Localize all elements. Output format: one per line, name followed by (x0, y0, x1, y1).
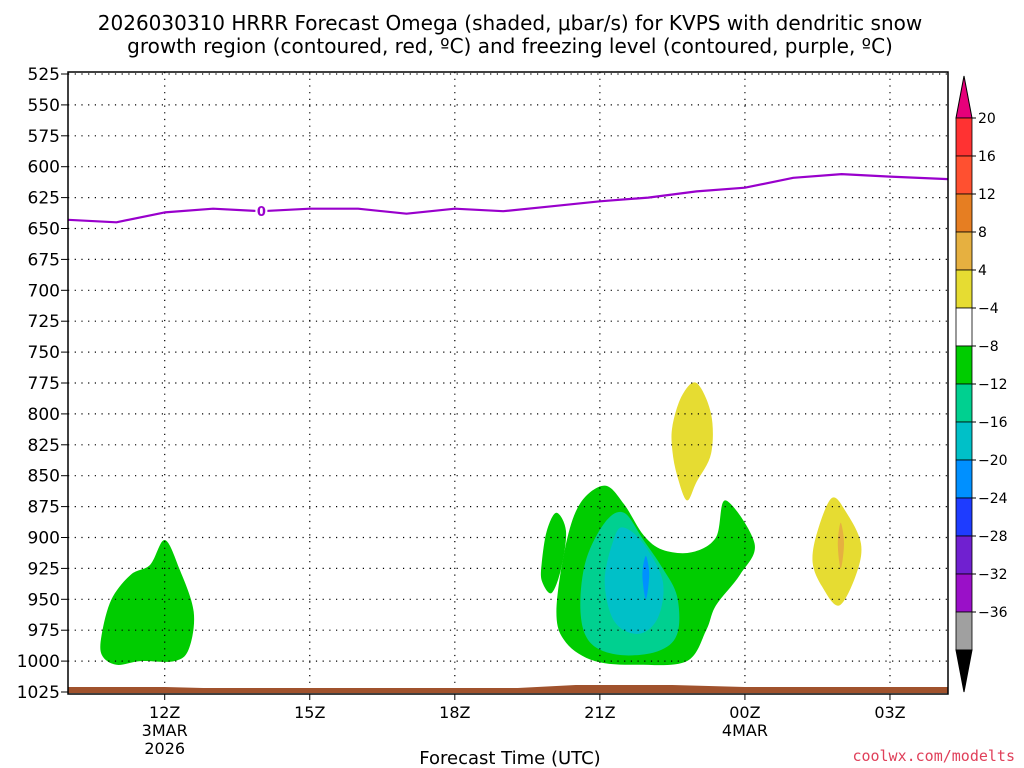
x-tick-label-15Z: 15Z (294, 703, 325, 722)
colorbar-label-11: −28 (978, 529, 1008, 545)
ground-terrain (68, 685, 948, 693)
gridlines (68, 72, 948, 694)
colorbar-label-4: 4 (978, 263, 987, 279)
colorbar-label-10: −24 (978, 491, 1008, 507)
colorbar-label-1: 16 (978, 149, 996, 165)
colorbar-bottom-arrow (955, 649, 973, 693)
omega-region-descent-late-core (837, 522, 844, 569)
y-tick-label-825: 825 (28, 436, 60, 456)
freezing-level-label-bg (255, 202, 268, 221)
omega-region-evening-updraft-core (604, 527, 664, 634)
x-tick-label-12Z: 12Z (149, 703, 180, 722)
colorbar: 20 16 12 8 4 −4 −8 −12 −16 −20 −24 −28 −32 −36 (955, 75, 1008, 693)
y-tick-label-925: 925 (28, 559, 60, 579)
colorbar-label-12: −32 (978, 567, 1008, 583)
colorbar-top-arrow (955, 75, 973, 119)
colorbar-swatch-8 (955, 421, 973, 461)
x-year-label-2026: 2026 (144, 739, 185, 758)
colorbar-swatch-7 (955, 383, 973, 423)
colorbar-label-3: 8 (978, 225, 987, 241)
colorbar-label-2: 12 (978, 187, 996, 203)
y-tick-label-975: 975 (28, 621, 60, 641)
colorbar-swatch-6 (955, 345, 973, 385)
y-tick-label-650: 650 (28, 220, 60, 240)
y-axis: 525 550 575 600 625 650 675 700 725 750 775 800 825 8… (17, 65, 68, 703)
x-date-label-4MAR: 4MAR (722, 721, 768, 740)
y-tick-label-750: 750 (28, 343, 60, 363)
freezing-level-line (67, 173, 949, 224)
y-tick-label-900: 900 (28, 529, 60, 549)
colorbar-swatch-10 (955, 497, 973, 537)
freezing-level-layer: 0 (67, 173, 949, 224)
y-tick-label-700: 700 (28, 281, 60, 301)
omega-region-descent-high (671, 382, 713, 501)
y-tick-label-775: 775 (28, 374, 60, 394)
y-tick-label-1000: 1000 (17, 652, 60, 672)
colorbar-swatch-11 (955, 535, 973, 575)
colorbar-swatch-2 (955, 193, 973, 233)
y-tick-label-725: 725 (28, 312, 60, 332)
colorbar-label-9: −20 (978, 453, 1008, 469)
omega-region-descent-late (812, 497, 862, 606)
colorbar-swatch-12 (955, 573, 973, 613)
chart-title-line1: 2026030310 HRRR Forecast Omega (shaded, … (98, 11, 922, 35)
omega-region-early-upward-motion (100, 539, 195, 665)
colorbar-label-5: −4 (978, 301, 999, 317)
x-axis-title: Forecast Time (UTC) (419, 748, 600, 768)
y-tick-label-1025: 1025 (17, 683, 60, 703)
colorbar-swatch-5 (955, 307, 973, 347)
y-tick-label-575: 575 (28, 127, 60, 147)
omega-region-mid-afternoon-cell (540, 512, 567, 594)
colorbar-swatch-3 (955, 231, 973, 271)
y-tick-label-950: 950 (28, 590, 60, 610)
x-tick-label-21Z: 21Z (584, 703, 615, 722)
omega-shading-layer (100, 382, 862, 666)
y-tick-label-525: 525 (28, 65, 60, 85)
chart-title-line2: growth region (contoured, red, ºC) and f… (127, 34, 893, 58)
x-tick-label-00Z: 00Z (729, 703, 760, 722)
y-tick-label-850: 850 (28, 467, 60, 487)
colorbar-label-6: −8 (978, 339, 999, 355)
x-tick-label-18Z: 18Z (439, 703, 470, 722)
colorbar-label-13: −36 (978, 605, 1008, 621)
y-tick-label-675: 675 (28, 250, 60, 270)
colorbar-label-7: −12 (978, 377, 1008, 393)
x-tick-label-03Z: 03Z (874, 703, 905, 722)
colorbar-swatch-1 (955, 155, 973, 195)
omega-region-strongest-updraft (642, 556, 650, 600)
colorbar-swatch-4 (955, 269, 973, 309)
y-tick-label-600: 600 (28, 158, 60, 178)
y-tick-label-550: 550 (28, 96, 60, 116)
ground-strip (68, 685, 948, 693)
y-tick-label-625: 625 (28, 189, 60, 209)
colorbar-label-0: 20 (978, 111, 996, 127)
freezing-level-label: 0 (257, 205, 266, 220)
colorbar-swatch-0 (955, 117, 973, 157)
colorbar-swatch-9 (955, 459, 973, 499)
x-date-label-3MAR: 3MAR (142, 721, 188, 740)
y-tick-label-875: 875 (28, 498, 60, 518)
plot-frame (67, 71, 949, 695)
colorbar-swatch-13 (955, 611, 973, 651)
y-tick-label-800: 800 (28, 405, 60, 425)
colorbar-label-8: −16 (978, 415, 1008, 431)
credit-text: coolwx.com/modelts (852, 747, 1015, 765)
